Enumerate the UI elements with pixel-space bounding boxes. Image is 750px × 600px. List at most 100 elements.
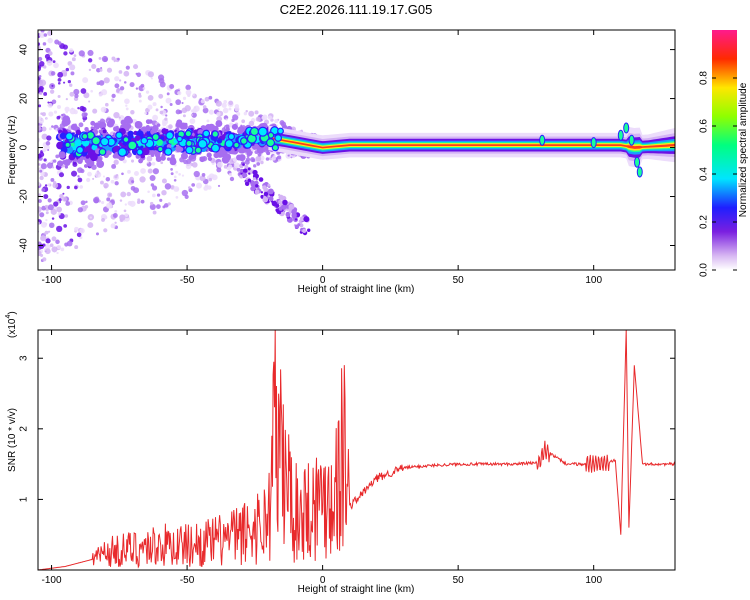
spectrogram-cell [120, 119, 127, 126]
spectrogram-cell [252, 169, 258, 176]
spectrogram-cell [113, 111, 120, 119]
spectrogram-x-tick-label: -100 [42, 275, 62, 286]
spectrogram-cell [233, 141, 240, 149]
spectrogram-cell [80, 200, 86, 206]
spectrogram-cell [98, 57, 102, 60]
spectrogram-cell [43, 158, 47, 162]
spectrogram-cell [129, 82, 135, 88]
spectrogram-cell [103, 182, 109, 189]
spectrogram-cell [39, 169, 43, 173]
spectrogram-cell [166, 92, 170, 96]
spectrogram-cell [96, 67, 101, 73]
spectrogram-cell [257, 153, 262, 157]
spectrogram-cell [57, 94, 61, 99]
spectrogram-cell [79, 228, 85, 234]
spectrogram-cell [38, 90, 41, 93]
spectrogram-cell [53, 62, 59, 69]
spectrogram-cell [50, 71, 56, 76]
snr-x-axis-label: Height of straight line (km) [298, 584, 415, 595]
spectrogram-cell [40, 235, 47, 242]
spectrogram-cell [45, 218, 48, 222]
spectrogram-cell [56, 225, 63, 233]
spectrogram-cell [140, 168, 146, 174]
spectrogram-cell [114, 76, 120, 82]
spectrogram-cell [118, 116, 121, 119]
spectrogram-cell [77, 107, 80, 110]
spectrogram-cell [134, 121, 141, 127]
spectrogram-cell [156, 193, 161, 197]
spectrogram-cell [39, 152, 45, 158]
snr-x-tick-label: 100 [585, 575, 602, 586]
spectrogram-cell [46, 60, 53, 66]
spectrogram-cell [234, 104, 240, 109]
spectrogram-cell [188, 188, 193, 193]
spectrogram-cell [228, 164, 233, 169]
spectrogram-cell [170, 172, 174, 176]
spectrogram-cell [106, 202, 113, 209]
spectrogram-cell [202, 129, 211, 138]
spectrogram-cell [173, 139, 178, 144]
spectrogram-cell [74, 133, 79, 138]
spectrogram-cell [287, 154, 290, 157]
spectrogram-cell [110, 179, 115, 184]
spectrogram-cell [39, 32, 45, 38]
spectrogram-cell [47, 230, 51, 233]
spectrogram-cell [152, 168, 159, 175]
spectrogram-cell [245, 110, 248, 113]
spectrogram-cell [175, 170, 179, 174]
spectrogram-frame [37, 29, 676, 271]
spectrogram-cell [38, 56, 43, 62]
spectrogram-x-ticks: -100 -50 0 50 100 [42, 30, 602, 286]
spectrogram-cell [58, 151, 66, 159]
spectrogram-cell [248, 172, 251, 175]
spectrogram-cell [62, 72, 67, 77]
spectrogram-cell [145, 125, 150, 131]
spectrogram-cell [40, 221, 47, 228]
snr-x-tick-label: 50 [453, 575, 465, 586]
colorbar-tick-label: 0.8 [699, 71, 710, 85]
spectrogram-cell [106, 150, 112, 156]
spectrogram-cell [617, 129, 624, 141]
spectrogram-cell [164, 147, 173, 156]
spectrogram-cell [636, 166, 643, 178]
spectrogram-cell [166, 157, 171, 161]
spectrogram-cell [93, 198, 99, 204]
spectrogram-cell [252, 177, 256, 181]
spectrogram-cell [251, 158, 256, 163]
spectrogram-cell [207, 185, 212, 190]
spectrogram-cell [114, 209, 118, 213]
spectrogram-cell [100, 67, 103, 70]
spectrogram-cell [98, 148, 107, 156]
spectrogram-cell [263, 191, 269, 197]
spectrogram-cell [256, 162, 261, 166]
spectrogram-cell [244, 159, 250, 165]
spectrogram-cell [87, 171, 92, 177]
spectrogram-cell [202, 105, 207, 109]
spectrogram-cell [197, 138, 208, 149]
spectrogram-cell [78, 122, 84, 128]
spectrogram-cell [161, 153, 166, 158]
spectrogram-cell [185, 145, 194, 155]
spectrogram-cell [41, 187, 46, 192]
spectrogram-cell [70, 71, 75, 76]
spectrogram-cell [38, 126, 42, 131]
snr-exponent-close: ) [7, 311, 18, 314]
spectrogram-cell [57, 77, 62, 82]
spectrogram-heatmap [38, 30, 675, 263]
spectrogram-cell [210, 143, 221, 153]
spectrogram-cell [91, 144, 98, 151]
spectrogram-cell [130, 159, 135, 163]
spectrogram-cell [74, 93, 79, 99]
snr-panel: -100 -50 0 50 100 1 2 3 Height of straight lin… [5, 311, 676, 595]
spectrogram-cell [207, 156, 213, 162]
spectrogram-cell [39, 175, 44, 181]
spectrogram-cell [164, 183, 172, 190]
spectrogram-x-tick-label: 100 [585, 275, 602, 286]
spectrogram-cell [121, 172, 124, 176]
spectrogram-cell [51, 236, 57, 242]
spectrogram-cell [48, 127, 52, 131]
spectrogram-cell [141, 147, 150, 156]
spectrogram-cell [47, 204, 54, 211]
spectrogram-cell [56, 160, 64, 167]
spectrogram-cell [254, 189, 260, 195]
